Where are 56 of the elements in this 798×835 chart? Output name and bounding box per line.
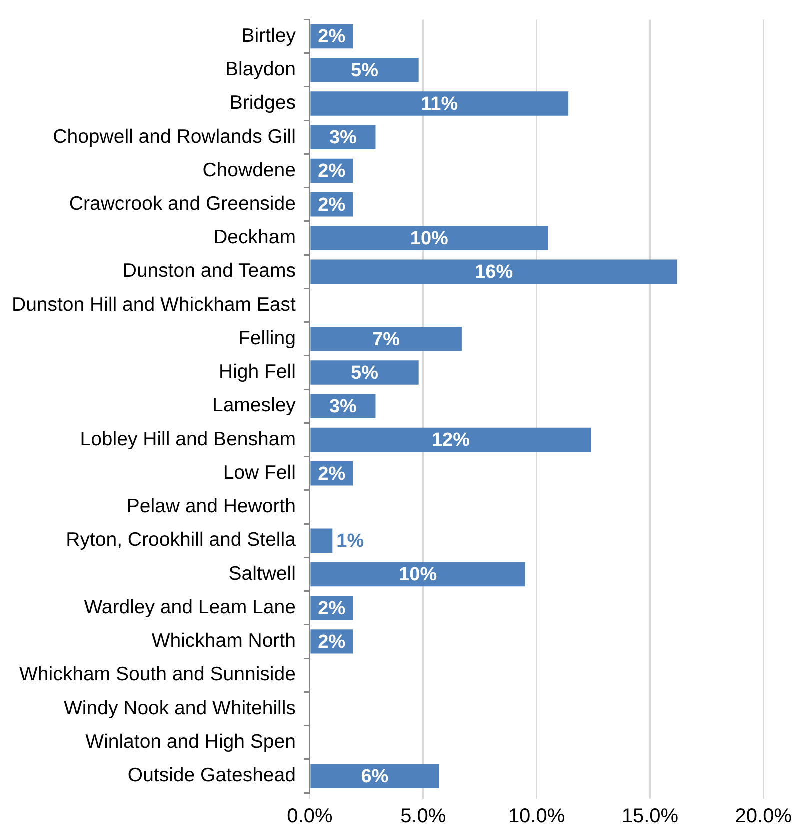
y-tick-label: Dunston Hill and Whickham East (12, 294, 297, 316)
data-label: 2% (318, 632, 346, 653)
data-label: 1% (336, 531, 364, 552)
bar (310, 58, 419, 82)
bar (310, 260, 678, 284)
y-tick-label: Windy Nook and Whitehills (64, 697, 296, 720)
bar (310, 528, 333, 553)
y-tick-label: Deckham (214, 226, 296, 249)
data-label: 5% (351, 60, 379, 82)
data-label: 11% (421, 94, 458, 115)
x-tick-label: 20.0% (735, 806, 792, 828)
y-tick-label: Bridges (230, 92, 296, 114)
y-tick-label: Chopwell and Rowlands Gill (53, 126, 296, 148)
y-tick-label: Lamesley (212, 394, 296, 417)
y-tick-label: Birtley (242, 24, 296, 47)
y-tick-label: High Fell (218, 361, 296, 384)
data-label: 12% (432, 430, 470, 452)
x-tick-label: 0.0% (287, 806, 333, 828)
bar (310, 360, 419, 385)
data-label: 3% (329, 396, 358, 418)
data-label: 10% (410, 228, 449, 250)
y-tick-label: Pelaw and Heworth (126, 496, 296, 518)
y-tick-label: Winlaton and High Spen (86, 730, 296, 753)
y-tick-label: Lobley Hill and Bensham (80, 428, 296, 450)
y-tick-label: Whickham North (152, 630, 296, 652)
bar (310, 764, 440, 788)
x-tick-label: 15.0% (622, 806, 679, 828)
bar (310, 428, 592, 452)
y-tick-label: Dunston and Teams (122, 260, 296, 282)
y-tick-label: Ryton, Crookhill and Stella (66, 529, 296, 552)
data-label: 3% (329, 128, 358, 149)
data-label: 2% (318, 161, 346, 182)
y-tick-label: Chowdene (202, 159, 296, 182)
data-label: 2% (318, 598, 346, 620)
x-tick-label: 10.0% (508, 806, 566, 828)
data-label: 7% (372, 329, 400, 350)
bar (310, 226, 548, 250)
y-tick-label: Felling (238, 327, 296, 350)
y-tick-label: Outside Gateshead (128, 764, 296, 787)
data-label: 2% (318, 26, 346, 48)
data-label: 2% (318, 194, 346, 216)
data-label: 5% (351, 362, 379, 384)
data-label: 16% (475, 262, 514, 284)
y-tick-label: Whickham South and Sunniside (20, 664, 296, 686)
y-tick-label: Low Fell (223, 462, 296, 484)
y-tick-label: Wardley and Leam Lane (84, 596, 296, 618)
bar (310, 92, 569, 116)
y-tick-label: Saltwell (228, 562, 296, 585)
bar (310, 327, 462, 352)
data-label: 6% (361, 766, 389, 788)
data-label: 2% (318, 464, 346, 485)
y-tick-label: Blaydon (225, 58, 296, 81)
x-tick-label: 5.0% (400, 806, 446, 828)
bar (310, 562, 526, 587)
y-tick-label: Crawcrook and Greenside (69, 192, 296, 215)
data-label: 10% (399, 564, 438, 586)
